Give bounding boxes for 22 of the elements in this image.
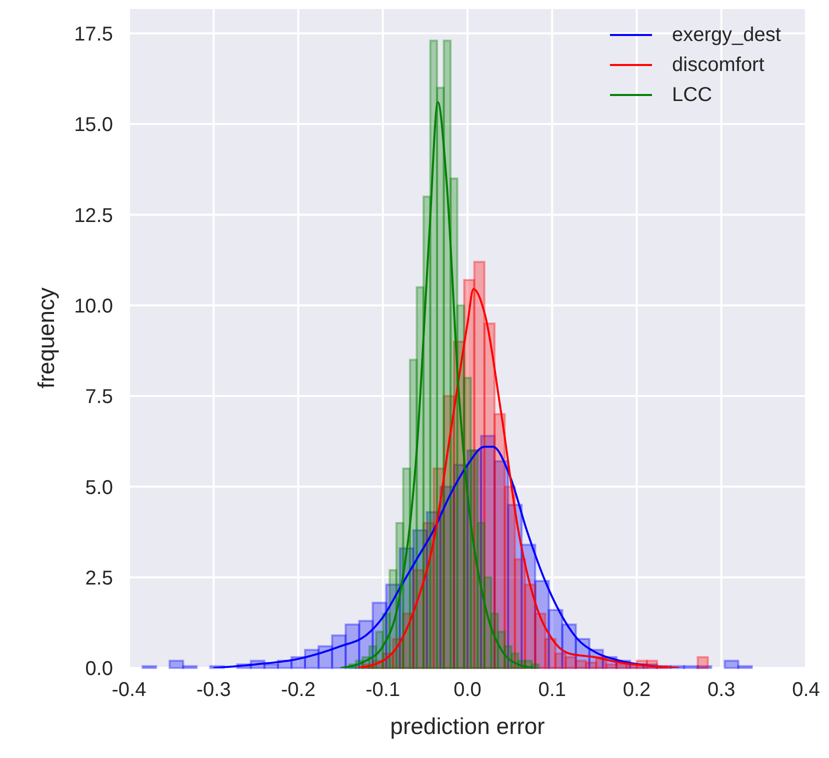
y-tick-label: 7.5 xyxy=(85,386,113,408)
y-tick-label: 15.0 xyxy=(74,114,113,136)
x-tick-label: -0.3 xyxy=(196,679,231,702)
x-tick-label: 0.1 xyxy=(538,679,566,702)
x-axis-title: prediction error xyxy=(390,713,546,739)
y-tick-label: 5.0 xyxy=(85,476,113,499)
legend-label: LCC xyxy=(672,83,712,108)
x-tick-label: -0.1 xyxy=(366,679,400,702)
x-tick-label: -0.2 xyxy=(281,679,316,702)
y-tick-label: 2.5 xyxy=(85,567,113,590)
x-tick-label: 0.2 xyxy=(622,679,651,702)
y-tick-label: 10.0 xyxy=(74,295,113,318)
legend-label: discomfort xyxy=(672,53,764,78)
y-tick-label: 0.0 xyxy=(85,658,113,680)
y-axis-title: frequency xyxy=(33,287,60,389)
x-tick-label: 0.4 xyxy=(792,679,820,702)
x-tick-label: 0.0 xyxy=(454,679,482,702)
x-tick-label: -0.4 xyxy=(112,679,146,702)
x-tick-label: 0.3 xyxy=(707,679,736,702)
legend-label: exergy_dest xyxy=(672,23,781,48)
y-tick-label: 17.5 xyxy=(74,23,113,46)
y-tick-label: 12.5 xyxy=(74,204,113,227)
